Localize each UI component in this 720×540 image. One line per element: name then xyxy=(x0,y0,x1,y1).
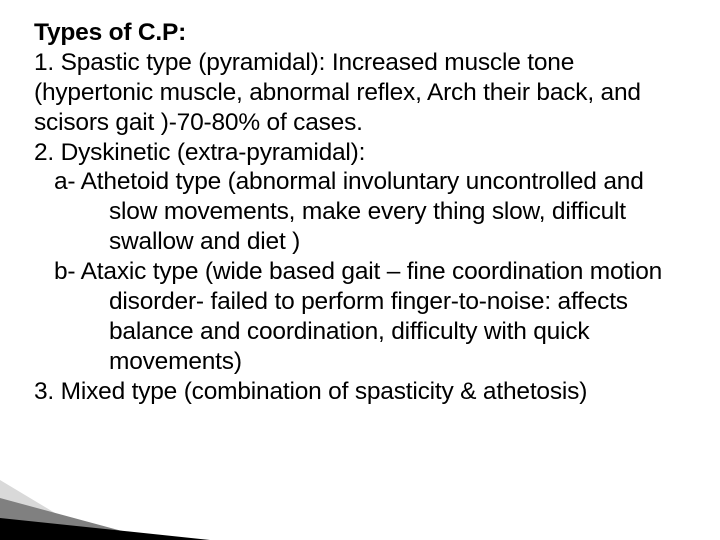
corner-decor-icon xyxy=(0,480,210,540)
subitem-2b-wrap: b- Ataxic type (wide based gait – fine c… xyxy=(34,257,686,377)
list-item-1: 1. Spastic type (pyramidal): Increased m… xyxy=(34,48,686,138)
subitem-2a: a- Athetoid type (abnormal involuntary u… xyxy=(54,167,686,257)
list-item-3: 3. Mixed type (combination of spasticity… xyxy=(34,377,686,407)
list-item-2: 2. Dyskinetic (extra-pyramidal): xyxy=(34,138,686,168)
slide-title: Types of C.P: xyxy=(34,18,686,48)
subitem-2a-wrap: a- Athetoid type (abnormal involuntary u… xyxy=(34,167,686,257)
decor-triangle-dark xyxy=(0,518,210,540)
subitem-2b: b- Ataxic type (wide based gait – fine c… xyxy=(54,257,686,377)
slide-text-block: Types of C.P: 1. Spastic type (pyramidal… xyxy=(34,18,686,406)
decor-triangle-mid xyxy=(0,498,155,540)
decor-triangle-light xyxy=(0,480,100,540)
slide: Types of C.P: 1. Spastic type (pyramidal… xyxy=(0,0,720,540)
